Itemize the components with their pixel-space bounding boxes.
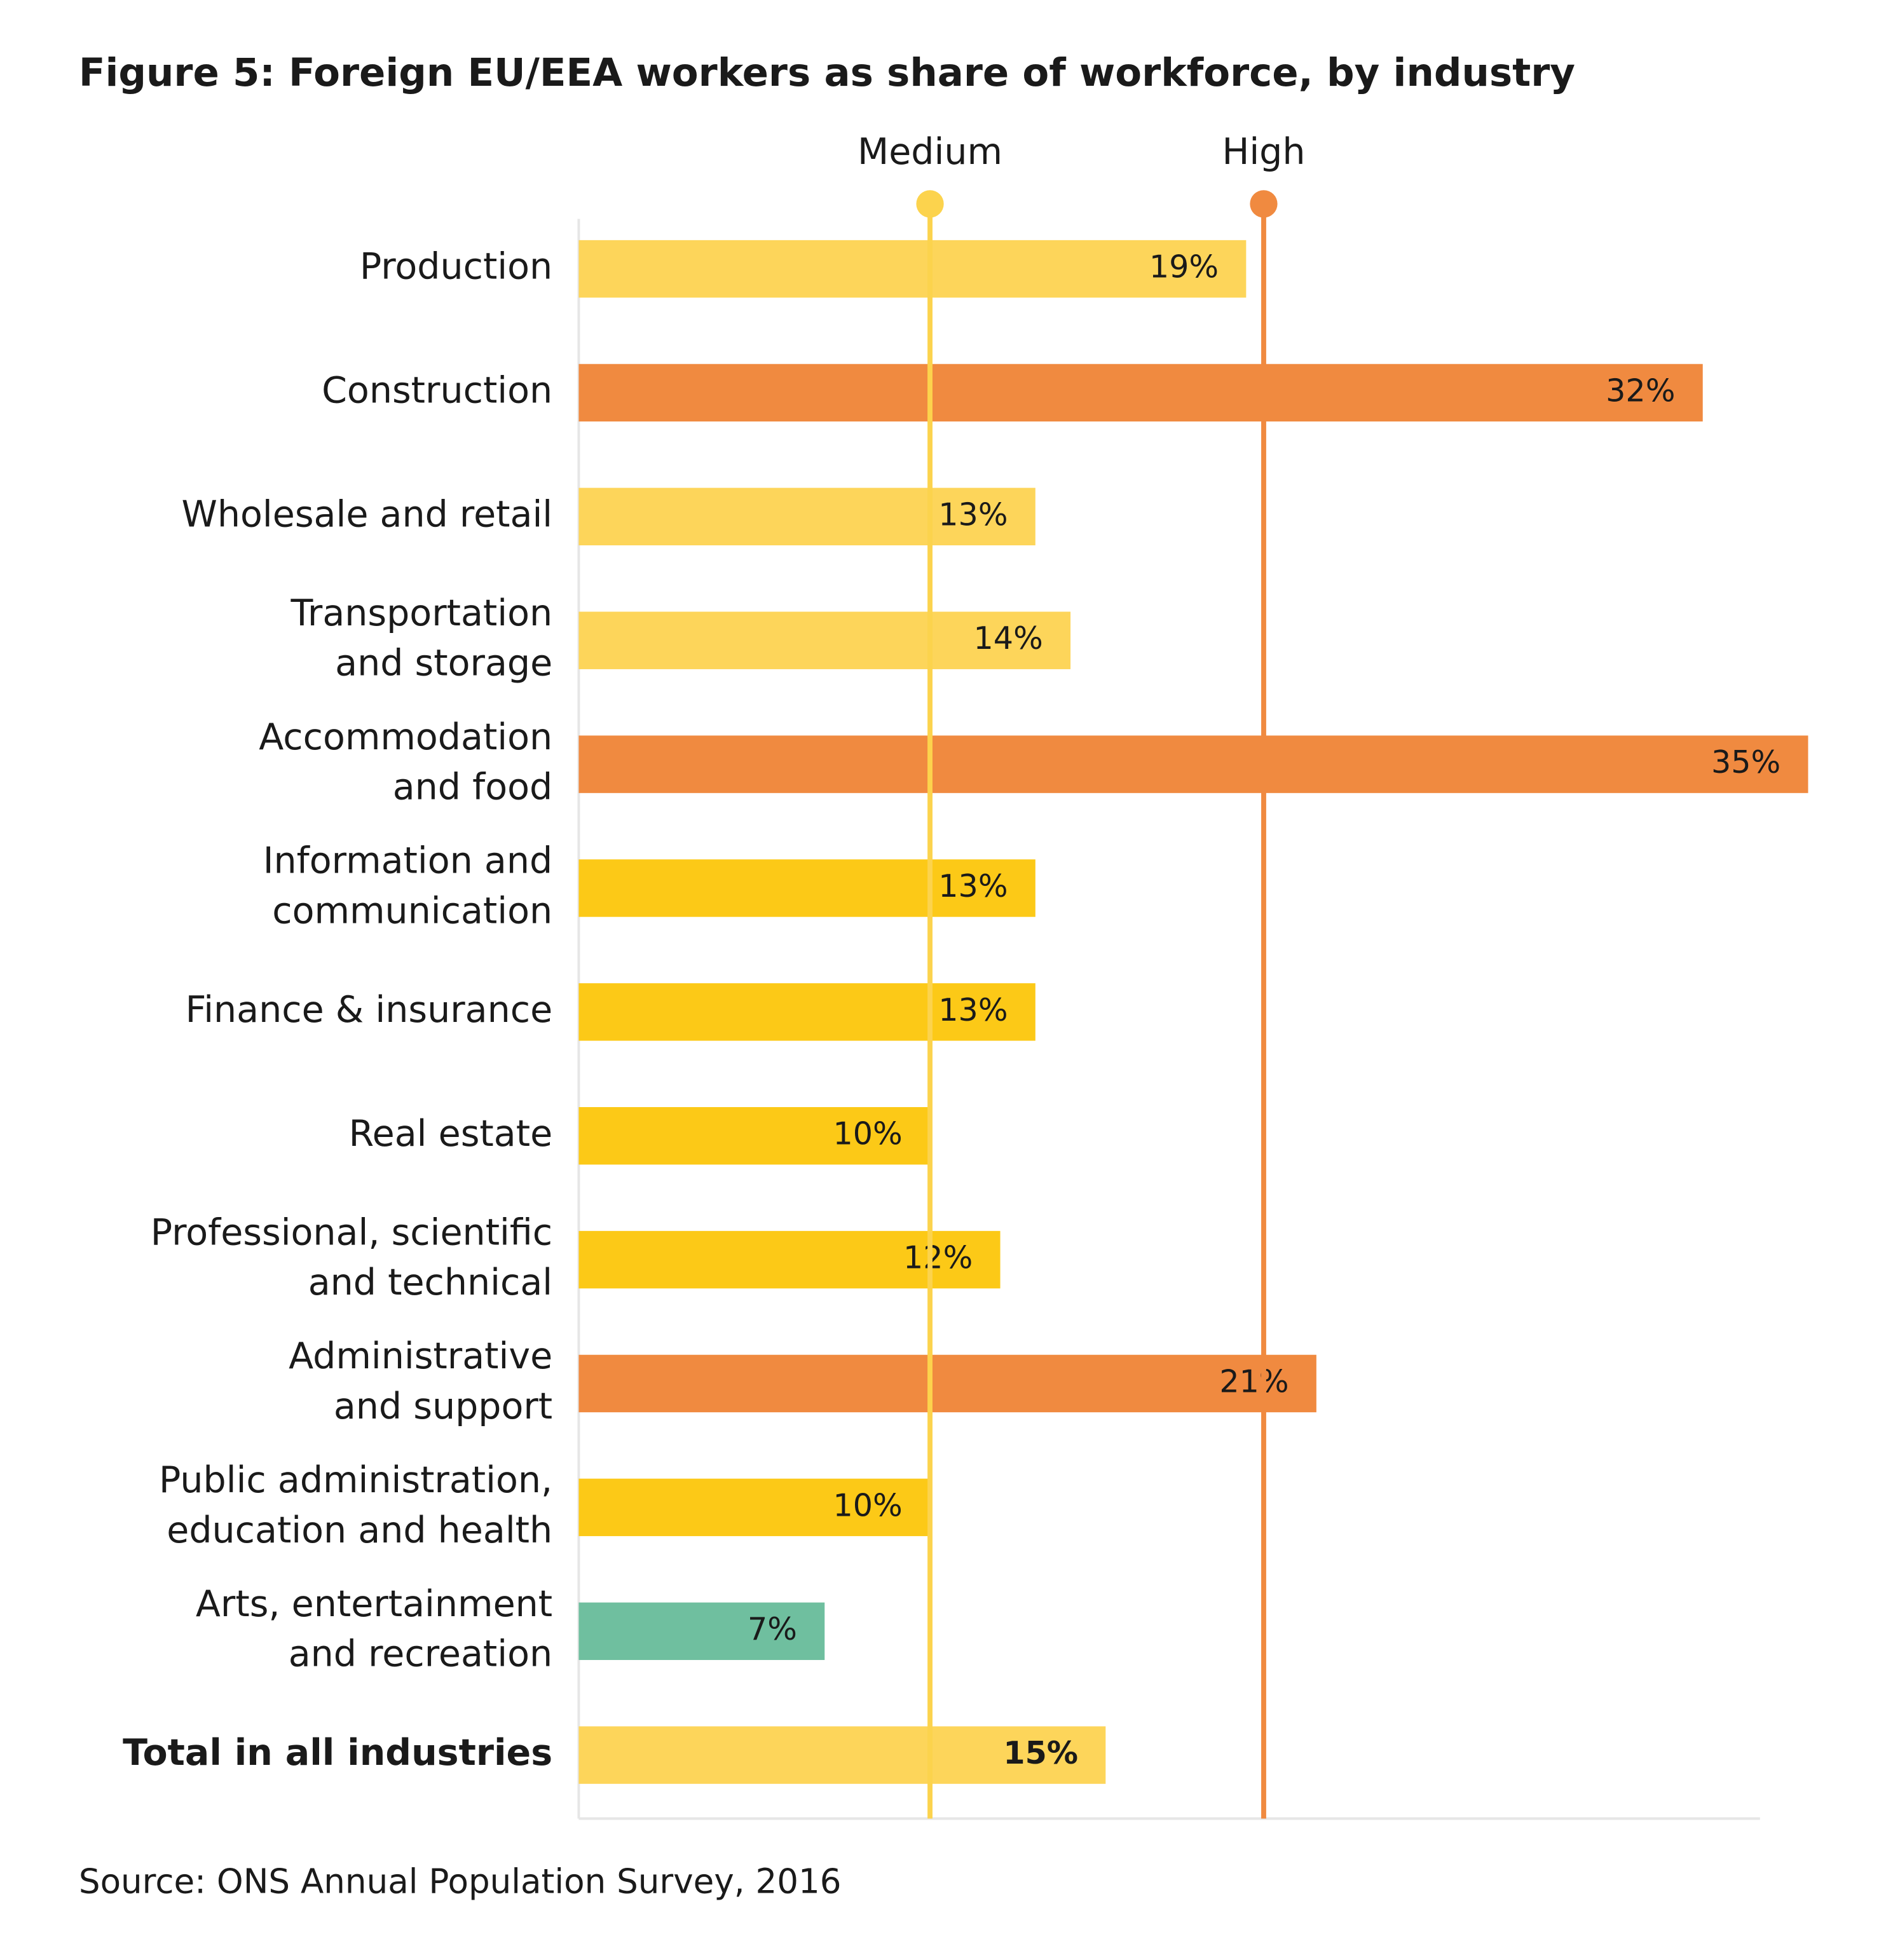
- value-label: 13%: [938, 496, 1008, 533]
- value-label: 32%: [1606, 372, 1675, 409]
- bar: [578, 1354, 1316, 1413]
- bar: [578, 364, 1703, 422]
- bar: [578, 1726, 1106, 1784]
- value-label: 7%: [748, 1610, 797, 1647]
- bar: [578, 240, 1247, 298]
- value-label: 35%: [1711, 744, 1780, 780]
- category-label: and support: [334, 1385, 552, 1427]
- category-label: and storage: [335, 643, 552, 684]
- bar: [578, 983, 1035, 1041]
- bar: [578, 1478, 931, 1537]
- category-label: and recreation: [289, 1633, 552, 1675]
- value-label: 13%: [938, 868, 1008, 904]
- category-label: communication: [272, 890, 552, 932]
- bar: [578, 859, 1035, 917]
- category-label: and technical: [308, 1262, 552, 1303]
- value-label: 13%: [938, 991, 1008, 1028]
- value-label: 10%: [833, 1487, 903, 1523]
- reference-label: Medium: [858, 131, 1002, 173]
- bar: [578, 1602, 825, 1660]
- category-label: Information and: [263, 840, 552, 882]
- category-label: and food: [393, 766, 552, 808]
- chart-title: Figure 5: Foreign EU/EEA workers as shar…: [79, 50, 1575, 95]
- category-label: Total in all industries: [123, 1732, 552, 1774]
- category-label: Finance & insurance: [186, 989, 553, 1031]
- category-label: Real estate: [349, 1113, 553, 1155]
- value-label: 10%: [833, 1115, 903, 1152]
- bar: [578, 487, 1035, 546]
- category-label: Administrative: [289, 1335, 552, 1377]
- category-label: Professional, scientific: [151, 1211, 552, 1253]
- category-label: Transportation: [290, 592, 552, 634]
- reference-label: High: [1222, 131, 1305, 173]
- category-label: Production: [360, 246, 552, 288]
- category-label: Wholesale and retail: [182, 493, 553, 535]
- category-label: Arts, entertainment: [196, 1583, 552, 1625]
- source-note: Source: ONS Annual Population Survey, 20…: [79, 1861, 842, 1901]
- category-label: education and health: [167, 1509, 552, 1551]
- bar: [578, 611, 1071, 669]
- category-label: Public administration,: [159, 1459, 552, 1501]
- value-label: 14%: [974, 620, 1043, 657]
- value-label: 21%: [1219, 1363, 1288, 1399]
- bar: [578, 735, 1808, 793]
- value-label: 19%: [1149, 248, 1219, 285]
- value-label: 12%: [903, 1239, 973, 1276]
- value-label: 15%: [1003, 1734, 1078, 1771]
- category-label: Construction: [322, 370, 552, 412]
- category-label: Accommodation: [259, 716, 552, 758]
- reference-marker: [1250, 190, 1278, 218]
- reference-marker: [916, 190, 944, 218]
- bar: [578, 1106, 931, 1165]
